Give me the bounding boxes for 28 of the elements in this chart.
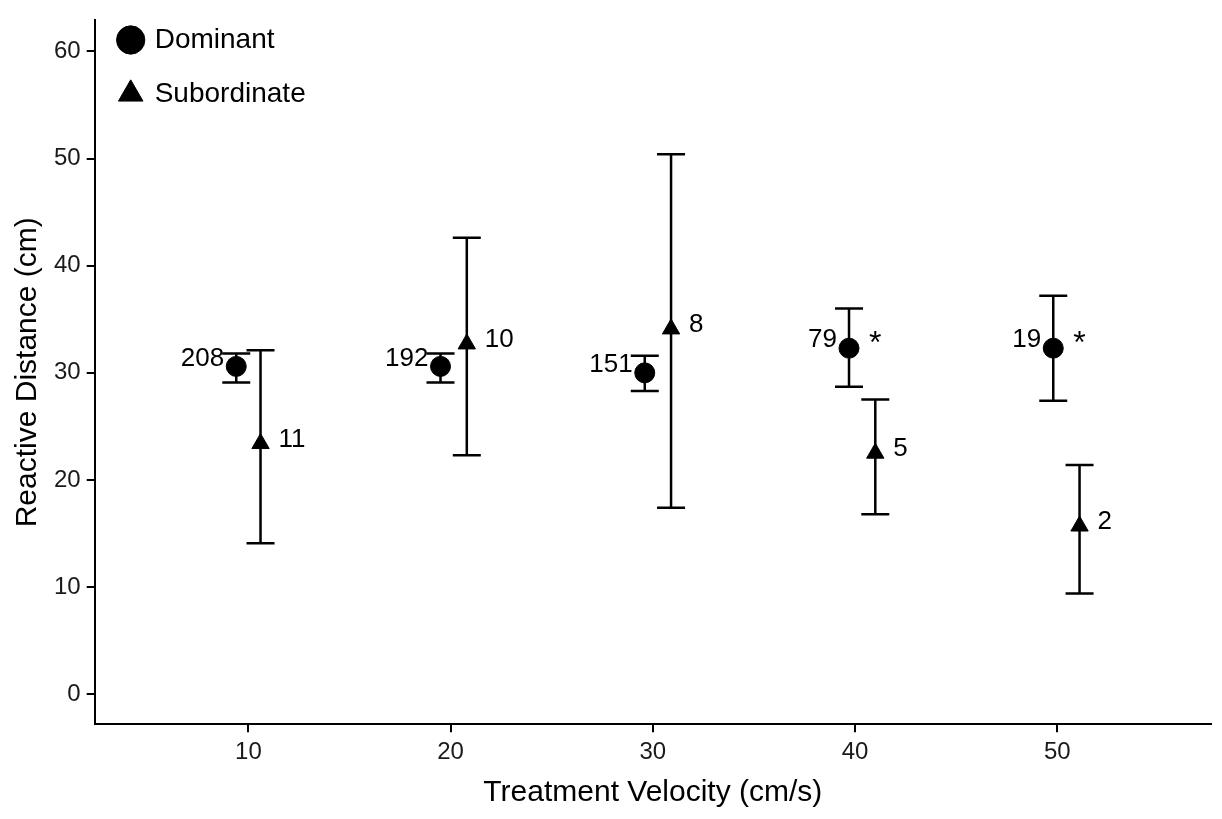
x-tick-label: 10 [235, 737, 262, 765]
annotation: 8 [689, 308, 704, 339]
legend-label: Dominant [154, 22, 275, 54]
y-tick-label: 0 [67, 678, 81, 706]
annotation: * [1073, 324, 1086, 361]
y-tick-label: 60 [53, 36, 81, 64]
x-tick-label: 20 [437, 737, 464, 765]
y-tick-label: 40 [53, 250, 81, 278]
annotation: * [869, 324, 882, 361]
y-axis-title: Reactive Distance (cm) [9, 217, 43, 528]
y-tick-label: 30 [53, 357, 81, 385]
x-tick-label: 50 [1043, 737, 1071, 765]
x-tick-label: 30 [639, 737, 667, 765]
annotation: 2 [1097, 505, 1113, 536]
annotation: 79 [808, 323, 838, 354]
y-tick-label: 10 [53, 571, 81, 599]
y-tick-label: 50 [53, 143, 81, 171]
y-tick-label: 20 [53, 464, 81, 492]
x-tick-label: 40 [841, 737, 869, 765]
annotation: 192 [385, 341, 429, 372]
annotation: 19 [1012, 323, 1042, 354]
x-axis-title: Treatment Velocity (cm/s) [483, 774, 823, 808]
annotation: 5 [893, 432, 908, 463]
annotation: 11 [278, 422, 306, 453]
legend-label: Subordinate [154, 76, 306, 108]
annotation: 10 [484, 323, 514, 354]
annotation: 151 [589, 348, 633, 379]
annotation: 208 [180, 341, 225, 372]
